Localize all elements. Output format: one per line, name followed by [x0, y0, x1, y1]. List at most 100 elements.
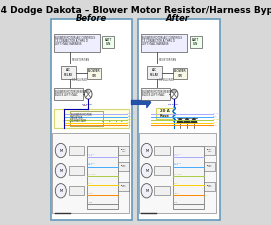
- Text: BLOWER MOTOR A/C CONTROLS: BLOWER MOTOR A/C CONTROLS: [55, 36, 95, 40]
- Circle shape: [116, 120, 117, 122]
- Text: M: M: [59, 189, 62, 193]
- Bar: [54, 109, 130, 128]
- Text: M: M: [59, 148, 62, 153]
- Circle shape: [170, 89, 178, 99]
- Text: RESISTOR/FAN: RESISTOR/FAN: [159, 58, 177, 62]
- Text: BLOWER
SW: BLOWER SW: [88, 69, 101, 78]
- Circle shape: [121, 120, 122, 122]
- Text: BODY
CTRL: BODY CTRL: [121, 165, 127, 167]
- Bar: [118, 182, 130, 191]
- Text: BODY
CTRL: BODY CTRL: [207, 185, 212, 187]
- Text: M: M: [145, 148, 148, 153]
- Text: Before: Before: [76, 14, 107, 23]
- Bar: [88, 68, 101, 79]
- Text: BODY
CTRL: BODY CTRL: [121, 185, 127, 187]
- Text: BLOWER MOTOR A/C CONTROLS: BLOWER MOTOR A/C CONTROLS: [141, 36, 182, 40]
- Bar: [147, 65, 162, 79]
- Text: BLOCK LEFT HVAC: BLOCK LEFT HVAC: [55, 93, 78, 97]
- Bar: [69, 166, 84, 175]
- Text: M: M: [145, 169, 148, 173]
- Text: C3 CONNECTOR A THRU D: C3 CONNECTOR A THRU D: [141, 39, 174, 43]
- Text: 2014 Dodge Dakota – Blower Motor Resistor/Harness Bypass: 2014 Dodge Dakota – Blower Motor Resisto…: [0, 6, 271, 15]
- Text: LT GRN: LT GRN: [88, 174, 96, 175]
- Text: TAN: TAN: [174, 192, 178, 194]
- Text: A/C
RELAY: A/C RELAY: [64, 68, 73, 77]
- Text: RESISTOR: RESISTOR: [71, 116, 83, 120]
- Bar: [52, 133, 130, 213]
- Bar: [156, 108, 173, 119]
- Bar: [154, 146, 170, 155]
- Bar: [51, 19, 132, 220]
- Bar: [88, 146, 118, 209]
- Text: LT BLU: LT BLU: [213, 113, 221, 114]
- Polygon shape: [177, 118, 183, 123]
- Text: BLOWER MOTOR: BLOWER MOTOR: [71, 113, 92, 117]
- Polygon shape: [184, 118, 190, 123]
- Polygon shape: [191, 118, 197, 123]
- Text: LT BLU
BLK: LT BLU BLK: [88, 154, 95, 156]
- Text: YEL: YEL: [127, 122, 131, 123]
- Text: LT BLU: LT BLU: [127, 113, 135, 114]
- Text: RESISTOR/FAN: RESISTOR/FAN: [72, 58, 90, 62]
- Text: BLOWER MOTOR RESISTOR: BLOWER MOTOR RESISTOR: [55, 90, 89, 94]
- Circle shape: [141, 143, 152, 158]
- Text: After: After: [166, 14, 189, 23]
- Text: C3 CONNECTOR A THRU D: C3 CONNECTOR A THRU D: [55, 39, 88, 43]
- Bar: [138, 19, 220, 220]
- Text: DK BLUE: DK BLUE: [168, 104, 178, 105]
- Bar: [154, 186, 170, 195]
- Text: A/C
RELAY: A/C RELAY: [150, 68, 159, 77]
- Text: TAN: TAN: [127, 125, 132, 126]
- Bar: [69, 186, 84, 195]
- Bar: [54, 34, 100, 52]
- Text: C1 BLU/RED: C1 BLU/RED: [72, 78, 87, 82]
- Circle shape: [85, 89, 92, 99]
- Text: CONNECTOR: CONNECTOR: [71, 119, 87, 123]
- Text: BLOCK LEFT HVAC: BLOCK LEFT HVAC: [141, 93, 164, 97]
- Text: YEL: YEL: [213, 122, 217, 123]
- Text: TAN: TAN: [88, 192, 92, 194]
- Bar: [141, 34, 187, 52]
- Circle shape: [141, 184, 152, 198]
- Text: BLOWER MOTOR RESISTOR: BLOWER MOTOR RESISTOR: [141, 90, 175, 94]
- Text: BATT
IGN: BATT IGN: [104, 38, 112, 46]
- Text: LT GRN: LT GRN: [213, 119, 221, 120]
- Text: BLU: BLU: [127, 116, 132, 117]
- Circle shape: [64, 120, 65, 122]
- Bar: [70, 111, 103, 126]
- Bar: [190, 36, 202, 48]
- Circle shape: [55, 164, 66, 178]
- Text: TAN: TAN: [213, 125, 218, 126]
- Text: 20 A
Fuse: 20 A Fuse: [160, 109, 170, 118]
- Circle shape: [55, 143, 66, 158]
- Bar: [141, 88, 170, 100]
- Bar: [154, 166, 170, 175]
- Text: LT BLU
ORN: LT BLU ORN: [174, 163, 181, 166]
- Text: LEFT HVAC HARNESS: LEFT HVAC HARNESS: [141, 42, 168, 46]
- Bar: [54, 88, 83, 100]
- Bar: [69, 146, 84, 155]
- Circle shape: [70, 120, 71, 122]
- Bar: [118, 162, 130, 171]
- Circle shape: [82, 120, 83, 122]
- Text: BLK: BLK: [174, 202, 178, 203]
- Bar: [204, 146, 215, 155]
- Bar: [173, 68, 187, 79]
- Text: BODY
CTRL: BODY CTRL: [121, 149, 127, 152]
- Bar: [61, 65, 76, 79]
- Text: BODY
CTRL: BODY CTRL: [207, 149, 212, 152]
- Circle shape: [141, 164, 152, 178]
- Bar: [173, 146, 204, 209]
- Text: LT BLU
BLK: LT BLU BLK: [174, 154, 181, 156]
- Bar: [204, 162, 215, 171]
- Circle shape: [102, 120, 103, 122]
- Bar: [102, 36, 114, 48]
- Bar: [118, 146, 130, 155]
- Text: BLK: BLK: [88, 202, 92, 203]
- Text: BLU: BLU: [213, 116, 218, 117]
- Text: M: M: [59, 169, 62, 173]
- Bar: [139, 133, 216, 213]
- Text: LEFT HVAC HARNESS: LEFT HVAC HARNESS: [55, 42, 81, 46]
- Text: LT BLU
ORN: LT BLU ORN: [88, 163, 95, 166]
- Circle shape: [55, 184, 66, 198]
